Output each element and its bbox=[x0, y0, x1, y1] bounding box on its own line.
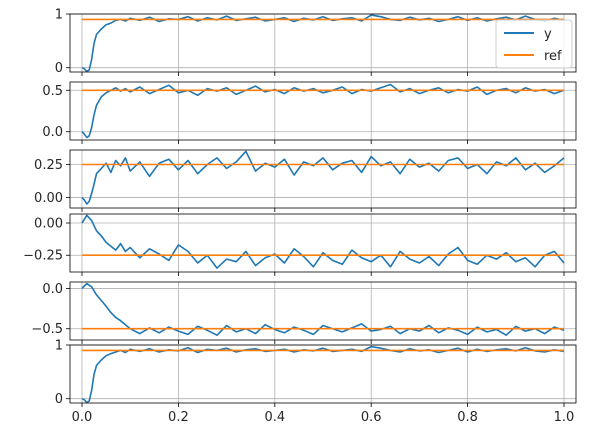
axes-frame bbox=[69, 344, 577, 404]
ytick-label-1: −0.5 bbox=[31, 322, 63, 337]
subplot-6: 0 1 0.0 0.2 0.4 0.6 0.8 1.0 bbox=[55, 339, 577, 425]
axes-frame bbox=[69, 13, 577, 73]
subplot-5: 0.0 −0.5 bbox=[31, 281, 577, 344]
ytick-label-1: 1 bbox=[55, 8, 63, 23]
ytick-label-0: 0 bbox=[55, 61, 63, 76]
axes-frame bbox=[69, 213, 577, 273]
subplot-3: 0.00 0.25 bbox=[34, 149, 577, 212]
ytick-label-0: 0 bbox=[55, 392, 63, 407]
series-y-line bbox=[81, 214, 565, 269]
subplot-4: 0.00 −0.25 bbox=[23, 213, 577, 276]
ytick-label-0: 0.00 bbox=[34, 217, 63, 232]
subplot-1: 01 bbox=[55, 8, 577, 76]
ytick-label-0: 0.00 bbox=[34, 191, 63, 206]
xtick-label-4: 0.8 bbox=[457, 410, 478, 425]
ytick-label-1: 1 bbox=[55, 339, 63, 354]
axes-frame bbox=[69, 81, 577, 141]
ytick-label-1: 0.25 bbox=[34, 158, 63, 173]
xtick-label-0: 0.0 bbox=[72, 410, 93, 425]
xtick-label-2: 0.4 bbox=[264, 410, 285, 425]
subplot-2: 0.0 0.5 bbox=[42, 81, 577, 144]
legend-label-y: y bbox=[544, 27, 552, 42]
ytick-label-1: 0.5 bbox=[42, 84, 63, 99]
series-y-line bbox=[81, 282, 565, 337]
ytick-label-0: 0.0 bbox=[42, 282, 63, 297]
legend-label-ref: ref bbox=[544, 49, 562, 64]
axes-frame bbox=[69, 149, 577, 209]
axes-frame bbox=[69, 281, 577, 341]
ytick-label-0: 0.0 bbox=[42, 125, 63, 140]
xtick-label-5: 1.0 bbox=[554, 410, 575, 425]
xtick-label-3: 0.6 bbox=[361, 410, 382, 425]
ytick-label-1: −0.25 bbox=[23, 249, 63, 264]
xtick-label-1: 0.2 bbox=[168, 410, 189, 425]
legend: y ref bbox=[495, 19, 573, 69]
